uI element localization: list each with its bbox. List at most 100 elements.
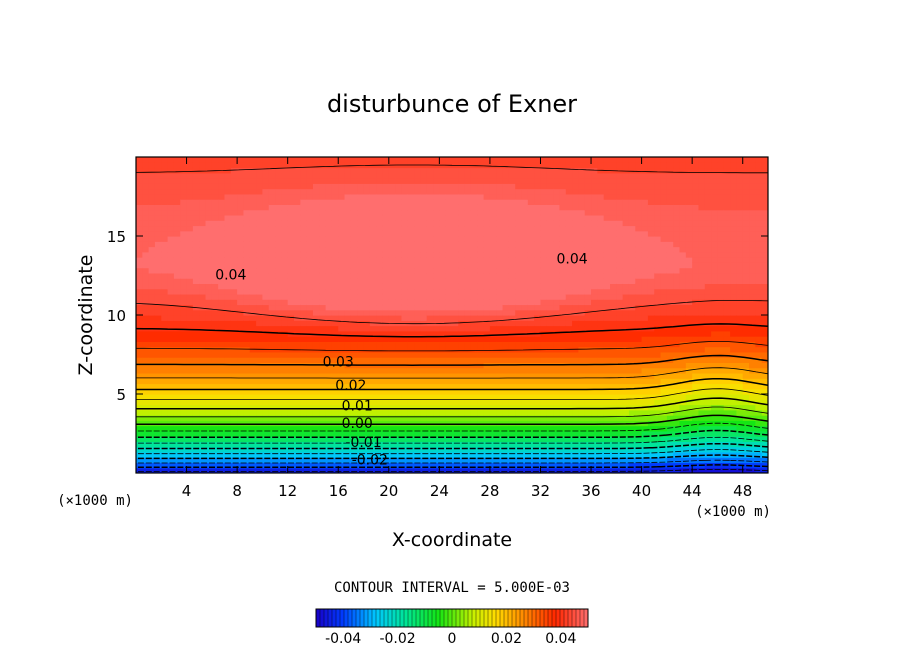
colorbar-swatch xyxy=(424,609,429,627)
contour-line xyxy=(136,341,768,352)
colorbar-swatch xyxy=(340,609,345,627)
plot-area: 0.040.040.030.020.010.00-0.01-0.024 8 12 16… xyxy=(107,156,769,500)
colorbar-swatch xyxy=(356,609,361,627)
colorbar-swatch xyxy=(500,609,505,627)
contour-line xyxy=(136,454,768,460)
colorbar-swatch xyxy=(484,609,489,627)
colorbar-swatch xyxy=(552,609,557,627)
contour-line xyxy=(136,388,768,400)
colorbar-swatch xyxy=(440,609,445,627)
colorbar-swatch xyxy=(352,609,357,627)
colorbar-swatch xyxy=(400,609,405,627)
x-unit-label-right: (×1000 m) xyxy=(695,504,771,520)
colorbar-swatch xyxy=(560,609,565,627)
colorbar-swatch xyxy=(512,609,517,627)
colorbar-swatch xyxy=(576,609,581,627)
colorbar-swatch xyxy=(528,609,533,627)
colorbar-swatch xyxy=(564,609,569,627)
x-tick-label: 16 xyxy=(329,482,348,500)
colorbar-swatch xyxy=(384,609,389,627)
x-tick-label: 12 xyxy=(278,482,297,500)
contour-line xyxy=(136,397,768,410)
colorbar-swatch xyxy=(324,609,329,627)
contour-label: 0.01 xyxy=(342,399,373,415)
contour-label: 0.04 xyxy=(215,268,246,284)
colorbar-swatch xyxy=(476,609,481,627)
colorbar-swatch xyxy=(444,609,449,627)
contour-line xyxy=(136,429,768,439)
colorbar-swatch xyxy=(464,609,469,627)
colorbar-swatch xyxy=(348,609,353,627)
colorbar-tick-label: 0 xyxy=(448,631,457,647)
colorbar-swatch xyxy=(428,609,433,627)
colorbar-swatch xyxy=(416,609,421,627)
contour-label: -0.02 xyxy=(352,452,388,468)
x-axis-label: X-coordinate xyxy=(392,529,512,551)
colorbar-swatch xyxy=(568,609,573,627)
colorbar-swatch xyxy=(376,609,381,627)
colorbar-swatch xyxy=(332,609,337,627)
colorbar-swatch xyxy=(364,609,369,627)
x-tick-label: 8 xyxy=(232,482,242,500)
colorbar-swatch xyxy=(536,609,541,627)
colorbar-swatch xyxy=(448,609,453,627)
colorbar-swatch xyxy=(496,609,501,627)
colorbar-swatch xyxy=(368,609,373,627)
colorbar-swatch xyxy=(372,609,377,627)
contour-fill xyxy=(136,157,768,473)
colorbar-swatch xyxy=(388,609,393,627)
contour-lines xyxy=(136,164,768,472)
contour-line xyxy=(136,323,768,338)
colorbar-swatch xyxy=(468,609,473,627)
colorbar-swatch xyxy=(452,609,457,627)
colorbar-swatch xyxy=(520,609,525,627)
x-tick-label: 48 xyxy=(733,482,752,500)
colorbar-tick-label: -0.04 xyxy=(325,631,361,647)
colorbar-swatch xyxy=(572,609,577,627)
colorbar-swatch xyxy=(408,609,413,627)
colorbar-swatch xyxy=(420,609,425,627)
contour-line xyxy=(136,449,768,455)
x-tick-label: 36 xyxy=(581,482,600,500)
colorbar-swatch xyxy=(396,609,401,627)
colorbar-swatch xyxy=(544,609,549,627)
colorbar-swatch xyxy=(548,609,553,627)
colorbar-swatch xyxy=(504,609,509,627)
colorbar-swatch xyxy=(392,609,397,627)
x-tick-label: 28 xyxy=(480,482,499,500)
colorbar-swatch xyxy=(456,609,461,627)
x-unit-label-left: (×1000 m) xyxy=(57,493,133,509)
x-tick-label: 32 xyxy=(531,482,550,500)
contour-label: 0.00 xyxy=(342,416,373,432)
colorbar-swatch xyxy=(516,609,521,627)
contour-label: -0.01 xyxy=(345,435,381,451)
colorbar-swatch xyxy=(360,609,365,627)
colorbar-tick-label: 0.02 xyxy=(491,631,522,647)
colorbar-swatch xyxy=(436,609,441,627)
contour-line xyxy=(136,436,768,444)
contour-line xyxy=(136,459,768,464)
y-tick-label: 5 xyxy=(116,386,126,404)
contour-label: 0.02 xyxy=(335,378,366,394)
contour-line xyxy=(136,354,768,366)
colorbar-tick-label: 0.04 xyxy=(545,631,576,647)
colorbar-swatch xyxy=(460,609,465,627)
contour-line xyxy=(136,422,768,432)
colorbar-swatch xyxy=(584,609,589,627)
x-tick-label: 44 xyxy=(683,482,702,500)
colorbar-swatch xyxy=(320,609,325,627)
colorbar-swatch xyxy=(336,609,341,627)
y-axis-label: Z-coordinate xyxy=(75,255,97,376)
contour-line xyxy=(136,442,768,450)
chart-title: disturbunce of Exner xyxy=(327,90,577,118)
contour-line xyxy=(136,367,768,379)
colorbar-swatch xyxy=(316,609,321,627)
colorbar-swatch xyxy=(540,609,545,627)
colorbar-swatch xyxy=(472,609,477,627)
colorbar: -0.04 -0.02 0 0.02 0.04 xyxy=(315,608,589,647)
colorbar-swatch xyxy=(556,609,561,627)
colorbar-swatch xyxy=(532,609,537,627)
contour-label: 0.04 xyxy=(556,252,587,268)
x-tick-label: 20 xyxy=(379,482,398,500)
